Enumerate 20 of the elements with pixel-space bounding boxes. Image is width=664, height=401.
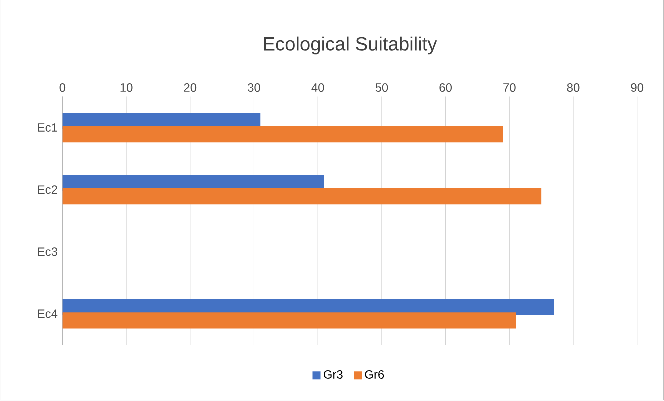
x-tick-label: 0 <box>60 84 66 92</box>
x-tick-label: 10 <box>120 84 133 92</box>
x-tick-label: 90 <box>631 84 644 92</box>
x-tick-label: 80 <box>567 84 580 92</box>
x-tick-label: 20 <box>184 84 197 92</box>
bar <box>62 312 516 329</box>
chart-title: Ecological Suitability <box>264 36 438 55</box>
legend-label: Gr3 <box>324 370 343 380</box>
bar <box>62 126 504 143</box>
legend-label: Gr6 <box>365 370 384 380</box>
y-tick-label: Ec4 <box>38 310 58 318</box>
x-tick-label: 50 <box>376 84 388 92</box>
y-tick-label: Ec1 <box>38 124 58 132</box>
y-tick-label: Ec2 <box>38 186 58 194</box>
x-tick-label: 70 <box>504 84 516 92</box>
y-tick-label: Ec3 <box>38 248 58 256</box>
x-tick-label: 40 <box>312 84 324 92</box>
bar <box>62 188 542 205</box>
x-tick-label: 30 <box>248 84 260 92</box>
x-tick-label: 60 <box>440 84 452 92</box>
